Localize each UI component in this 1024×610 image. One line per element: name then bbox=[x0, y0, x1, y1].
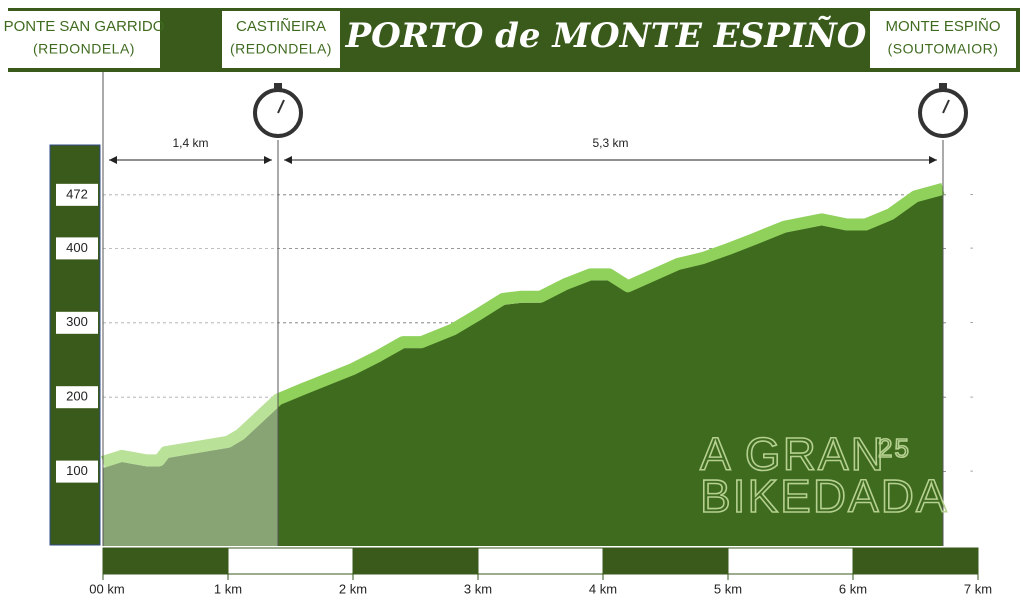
x-tick-label: 7 km bbox=[964, 581, 992, 596]
watermark: A GRAN bbox=[700, 428, 886, 480]
y-tick-dot: - bbox=[970, 243, 973, 254]
km-band bbox=[602, 547, 729, 575]
km-band bbox=[852, 547, 979, 575]
header-bar bbox=[8, 8, 1020, 72]
waypoint-box bbox=[222, 11, 340, 68]
y-tick-dot: - bbox=[970, 466, 973, 477]
profile-line bbox=[101, 183, 945, 468]
segment-label: 5,3 km bbox=[592, 136, 628, 150]
y-tick-dot: - bbox=[970, 189, 973, 200]
y-tick-label: 300 bbox=[66, 314, 88, 329]
chart-title: PORTO de MONTE ESPIÑO bbox=[345, 16, 867, 56]
x-tick-label: 4 km bbox=[589, 581, 617, 596]
km-band bbox=[727, 547, 854, 575]
area bbox=[103, 194, 943, 546]
watermark: BIKEDADA bbox=[700, 470, 949, 522]
y-tick-label: 100 bbox=[66, 463, 88, 478]
x-tick-label: 3 km bbox=[464, 581, 492, 596]
y-tick-box bbox=[56, 311, 98, 334]
waypoint-region: (REDONDELA) bbox=[33, 41, 135, 57]
stopwatch-crown bbox=[274, 83, 282, 89]
y-tick-box bbox=[56, 237, 98, 260]
y-tick-dot: - bbox=[970, 317, 973, 328]
waypoint-name: PONTE SAN GARRIDO bbox=[4, 18, 165, 35]
y-tick-label: 472 bbox=[66, 186, 88, 201]
waypoint-name: CASTIÑEIRA bbox=[236, 18, 326, 35]
x-tick-label: 5 km bbox=[714, 581, 742, 596]
stopwatch-crown bbox=[939, 83, 947, 89]
y-tick-box bbox=[56, 386, 98, 409]
y-tick-dot: - bbox=[970, 392, 973, 403]
y-tick-label: 200 bbox=[66, 389, 88, 404]
x-tick-label: 2 km bbox=[339, 581, 367, 596]
waypoint-box bbox=[8, 11, 160, 68]
y-tick-box bbox=[56, 460, 98, 483]
stopwatch-hand bbox=[942, 99, 950, 114]
watermark: 25 bbox=[878, 433, 911, 463]
waypoint-box bbox=[870, 11, 1016, 68]
y-tick-label: 400 bbox=[66, 240, 88, 255]
stopwatch-hand bbox=[277, 99, 285, 114]
km-band bbox=[352, 547, 479, 575]
km-band bbox=[477, 547, 604, 575]
x-tick-label: 6 km bbox=[839, 581, 867, 596]
km-band bbox=[227, 547, 354, 575]
waypoint-region: (SOUTOMAIOR) bbox=[888, 41, 999, 57]
waypoint-region: (REDONDELA) bbox=[230, 41, 332, 57]
waypoint-name: MONTE ESPIÑO bbox=[885, 18, 1000, 35]
segment-label: 1,4 km bbox=[172, 136, 208, 150]
x-tick-label: 1 km bbox=[214, 581, 242, 596]
x-tick-label: 00 km bbox=[89, 581, 124, 596]
segment-shade bbox=[103, 134, 278, 546]
y-tick-box bbox=[56, 183, 98, 206]
km-band bbox=[102, 547, 229, 575]
